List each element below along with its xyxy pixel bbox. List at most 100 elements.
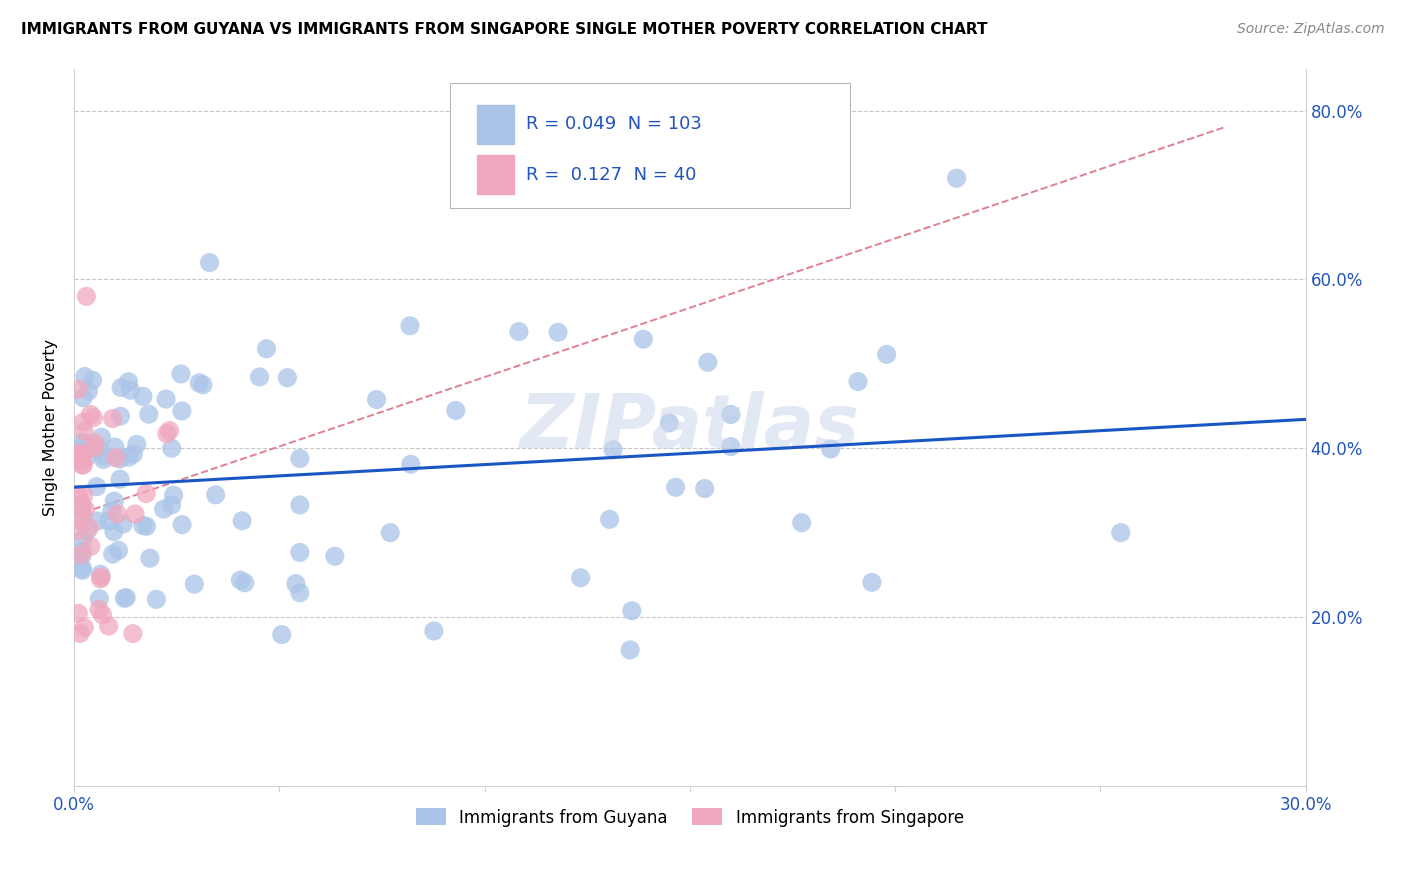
Point: [122, 447, 145, 461]
Point: [73, 425, 96, 439]
Point: [790, 516, 813, 530]
Point: [77, 384, 100, 398]
Text: IMMIGRANTS FROM GUYANA VS IMMIGRANTS FROM SINGAPORE SINGLE MOTHER POVERTY CORREL: IMMIGRANTS FROM GUYANA VS IMMIGRANTS FRO…: [21, 22, 987, 37]
Point: [120, 383, 142, 397]
Point: [444, 403, 467, 417]
Point: [270, 627, 292, 641]
Point: [125, 437, 148, 451]
Point: [72, 533, 94, 548]
Point: [112, 516, 135, 531]
Point: [72, 497, 94, 511]
Point: [79, 520, 101, 534]
Point: [73, 436, 96, 450]
Point: [67, 448, 90, 462]
Point: [89, 591, 111, 606]
Point: [288, 498, 311, 512]
Point: [1109, 525, 1132, 540]
Point: [107, 543, 129, 558]
Point: [76, 524, 98, 539]
Point: [72, 445, 94, 459]
Point: [599, 512, 621, 526]
Point: [93, 449, 115, 463]
Point: [93, 452, 115, 467]
Legend: Immigrants from Guyana, Immigrants from Singapore: Immigrants from Guyana, Immigrants from …: [408, 800, 973, 835]
Point: [876, 347, 898, 361]
Point: [69, 626, 91, 640]
Point: [204, 488, 226, 502]
Point: [172, 517, 194, 532]
Point: [693, 482, 716, 496]
Point: [820, 442, 842, 456]
Point: [80, 540, 103, 554]
Point: [72, 415, 94, 429]
Point: [72, 458, 94, 472]
Point: [284, 576, 307, 591]
Point: [658, 416, 681, 430]
Point: [90, 430, 112, 444]
Point: [75, 289, 97, 303]
Point: [619, 643, 641, 657]
Point: [72, 452, 94, 467]
Point: [69, 548, 91, 562]
Point: [72, 458, 94, 472]
Point: [323, 549, 346, 564]
Point: [183, 577, 205, 591]
Point: [97, 619, 120, 633]
Point: [70, 500, 93, 515]
Point: [229, 573, 252, 587]
Point: [67, 606, 90, 620]
Point: [846, 375, 869, 389]
Point: [72, 548, 94, 562]
Point: [118, 450, 141, 465]
Point: [160, 498, 183, 512]
Point: [720, 408, 742, 422]
Point: [67, 382, 90, 396]
FancyBboxPatch shape: [450, 83, 849, 209]
Point: [90, 570, 112, 584]
Point: [110, 409, 132, 424]
Point: [91, 607, 114, 622]
Point: [103, 524, 125, 539]
Bar: [477, 155, 513, 194]
Point: [170, 367, 193, 381]
Point: [138, 407, 160, 421]
Point: [67, 524, 90, 538]
Point: [101, 547, 124, 561]
Point: [139, 551, 162, 566]
Point: [72, 561, 94, 575]
Point: [188, 376, 211, 390]
Point: [233, 575, 256, 590]
Point: [117, 375, 139, 389]
Point: [508, 325, 530, 339]
Point: [399, 318, 422, 333]
Point: [249, 370, 271, 384]
Point: [103, 494, 125, 508]
Point: [569, 571, 592, 585]
Point: [72, 509, 94, 524]
Point: [87, 442, 110, 457]
Point: [135, 486, 157, 500]
Point: [231, 514, 253, 528]
Point: [67, 449, 90, 463]
Point: [69, 446, 91, 460]
Point: [191, 377, 214, 392]
Point: [276, 370, 298, 384]
Point: [366, 392, 388, 407]
Point: [108, 472, 131, 486]
Point: [110, 380, 132, 394]
Point: [399, 457, 422, 471]
Point: [108, 452, 131, 467]
Point: [101, 504, 124, 518]
Point: [72, 544, 94, 558]
Text: R =  0.127  N = 40: R = 0.127 N = 40: [526, 166, 696, 184]
Point: [83, 442, 105, 456]
Point: [135, 519, 157, 533]
Point: [288, 545, 311, 559]
Point: [72, 448, 94, 462]
Point: [145, 592, 167, 607]
Point: [860, 575, 883, 590]
Point: [547, 326, 569, 340]
Point: [132, 389, 155, 403]
Point: [159, 424, 181, 438]
Point: [132, 518, 155, 533]
